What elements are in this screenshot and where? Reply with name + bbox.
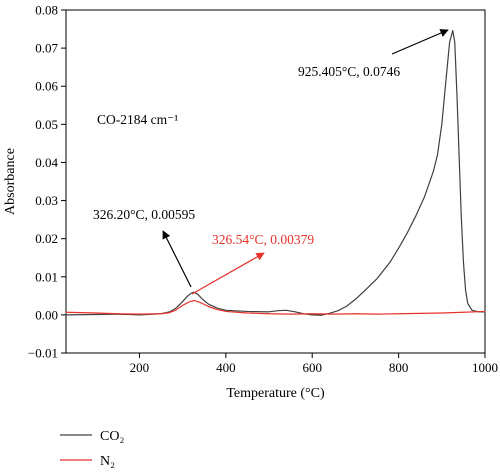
x-axis-title: Temperature (°C): [226, 386, 325, 401]
x-tick-label: 1000: [472, 360, 498, 375]
legend: CO₂ N₂: [60, 429, 124, 469]
inset-label: CO-2184 cm⁻¹: [97, 112, 178, 127]
annotation-co2-high: 925.405°C, 0.0746: [298, 29, 449, 79]
annotation-co2-low-arrow: [162, 230, 192, 288]
series-line-co2: [65, 29, 486, 316]
y-tick-label: 0.04: [35, 155, 58, 170]
y-tick-label: 0.02: [35, 231, 58, 246]
y-tick-label: −0.01: [28, 346, 58, 361]
legend-item-co2: CO₂: [60, 429, 124, 444]
y-tick-label: 0.01: [35, 269, 58, 284]
y-tick-label: 0.03: [35, 193, 58, 208]
plot-frame: [65, 9, 486, 354]
y-axis-ticks: −0.01 0.00 0.01 0.02 0.03 0.04 0.05 0.06 0.07 0.0…: [28, 3, 66, 361]
x-axis-ticks: 200 400 600 800 1000: [130, 353, 498, 375]
x-tick-label: 600: [302, 360, 322, 375]
y-tick-label: 0.06: [35, 79, 58, 94]
annotation-n2-low: 326.54°C, 0.00379: [191, 232, 314, 295]
y-tick-label: 0.08: [35, 3, 58, 18]
series-line-n2: [65, 299, 486, 315]
legend-item-n2: N₂: [60, 454, 115, 469]
y-tick-label: 0.05: [35, 117, 58, 132]
y-axis-title: Absorbance: [3, 148, 18, 215]
annotation-co2-low-label: 326.20°C, 0.00595: [93, 207, 195, 222]
y-tick-label: 0.07: [35, 41, 58, 56]
annotation-co2-high-arrow: [391, 29, 449, 55]
annotation-co2-low: 326.20°C, 0.00595: [93, 207, 195, 288]
legend-label-n2: N₂: [100, 454, 115, 469]
series-layer: [65, 29, 486, 316]
annotation-n2-low-arrow: [191, 252, 265, 295]
annotation-co2-high-label: 925.405°C, 0.0746: [298, 64, 400, 79]
annotation-n2-low-label: 326.54°C, 0.00379: [212, 232, 314, 247]
legend-label-co2: CO₂: [100, 429, 124, 444]
x-tick-label: 400: [216, 360, 236, 375]
x-tick-label: 200: [130, 360, 150, 375]
y-tick-label: 0.00: [35, 307, 58, 322]
x-tick-label: 800: [389, 360, 409, 375]
